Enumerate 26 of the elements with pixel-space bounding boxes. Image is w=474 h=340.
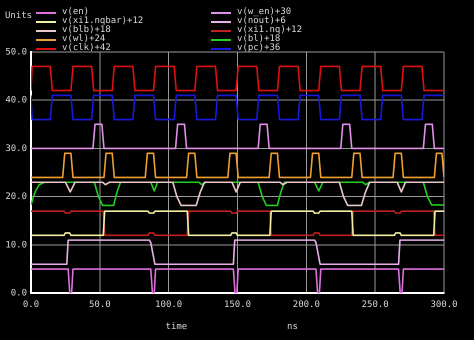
y-tick-label: 30.0 [5,144,27,154]
legend-label: v(w_en)+30 [237,7,292,17]
x-tick-label: 100.0 [155,300,182,310]
x-tick-label: 200.0 [292,300,320,310]
legend-label: v(pc)+36 [237,43,280,53]
legend-label: v(wl)+24 [62,34,106,44]
x-tick-label: 300.0 [430,300,458,310]
legend-label: v(xi1.nq)+12 [237,25,302,35]
x-tick-label: 250.0 [362,300,389,310]
legend-label: v(nout)+6 [237,16,286,26]
y-tick-label: 10.0 [5,240,27,250]
legend-label: v(clk)+42 [62,43,111,53]
legend-label: v(en) [62,7,90,17]
legend-label: v(xi1.nqbar)+12 [62,16,144,26]
x-axis-title: time [166,322,188,332]
y-tick-label: 50.0 [5,47,27,58]
legend-label: v(bl)+18 [237,34,280,44]
x-tick-label: 50.0 [88,300,111,310]
x-tick-label: 150.0 [224,300,252,310]
y-tick-label: 0.0 [10,288,27,299]
y-tick-label: 40.0 [5,96,27,106]
text: ns [287,322,298,332]
x-tick-label: 0.0 [22,300,40,310]
legend-label: v(blb)+18 [62,25,111,35]
y-axis-title: Units [5,11,32,21]
y-tick-label: 20.0 [5,192,27,202]
